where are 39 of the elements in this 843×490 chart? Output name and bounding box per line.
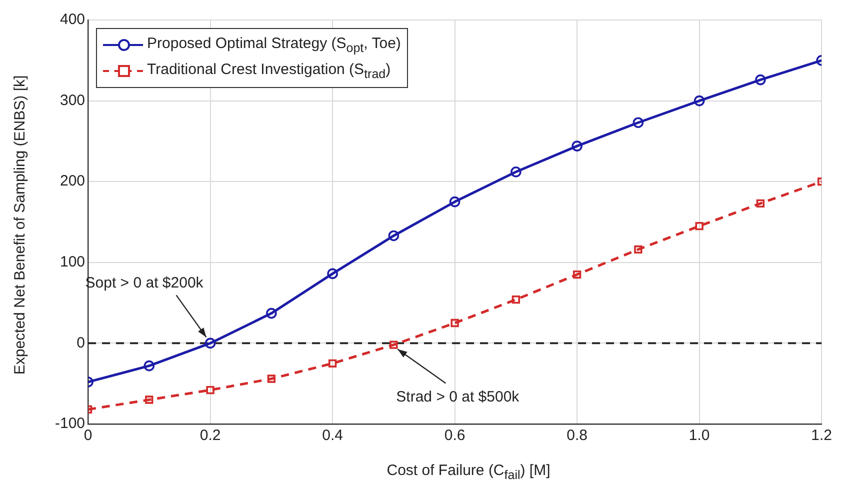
y-tick-label: 400 bbox=[60, 11, 86, 28]
legend-label: Proposed Optimal Strategy (S$_{opt}$, Toe) bbox=[147, 35, 401, 55]
point bbox=[267, 374, 276, 383]
y-tick-label: 300 bbox=[60, 92, 86, 109]
point bbox=[450, 318, 459, 328]
point bbox=[328, 359, 337, 368]
point bbox=[634, 245, 642, 254]
x-tick-label: 0.6 bbox=[444, 427, 466, 444]
point bbox=[694, 95, 705, 106]
y-axis-title: Expected Net Benefit of Sampling (ENBS) [k] bbox=[12, 75, 28, 375]
point bbox=[572, 270, 582, 279]
annotation: Strad > 0 at $500k bbox=[396, 388, 520, 406]
x-tick-label: 1.2 bbox=[811, 427, 832, 444]
x-tick-label: 0.2 bbox=[200, 427, 221, 444]
x-tick-label: 1.0 bbox=[688, 427, 710, 444]
y-tick-label: 0 bbox=[76, 334, 86, 352]
point bbox=[572, 140, 582, 152]
x-tick-label: 0.8 bbox=[566, 427, 588, 444]
point bbox=[266, 308, 277, 319]
point bbox=[512, 295, 520, 304]
point bbox=[206, 386, 214, 394]
legend-label: Traditional Crest Investigation (S$_{trad}$) bbox=[147, 61, 391, 81]
point bbox=[756, 199, 765, 208]
y-tick-label: 100 bbox=[60, 254, 86, 271]
point bbox=[144, 360, 155, 372]
point bbox=[755, 74, 766, 86]
x-tick-label: 0.4 bbox=[322, 427, 343, 444]
point bbox=[327, 268, 338, 280]
point bbox=[695, 222, 704, 230]
point bbox=[510, 166, 522, 178]
y-tick-label: -100 bbox=[54, 415, 86, 432]
point bbox=[204, 338, 216, 349]
point bbox=[632, 117, 644, 128]
y-tick-label: 200 bbox=[60, 172, 86, 190]
point bbox=[388, 230, 400, 242]
point bbox=[145, 396, 154, 404]
x-axis-title: Cost of Failure (C$_{fail}$) [M] bbox=[386, 462, 552, 482]
point bbox=[449, 196, 460, 208]
point bbox=[390, 340, 398, 349]
